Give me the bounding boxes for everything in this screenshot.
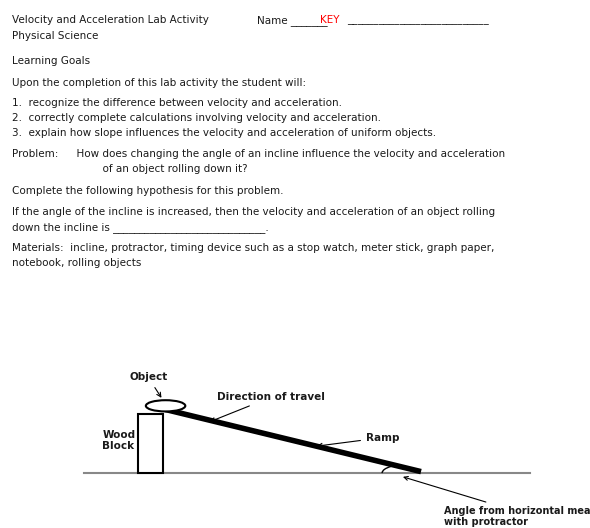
Text: down the incline is _____________________________.: down the incline is ____________________… xyxy=(12,222,268,233)
Text: If the angle of the incline is increased, then the velocity and acceleration of : If the angle of the incline is increased… xyxy=(12,207,495,216)
Text: Learning Goals: Learning Goals xyxy=(12,56,90,66)
Text: of an object rolling down it?: of an object rolling down it? xyxy=(70,165,247,174)
Text: Wood
Block: Wood Block xyxy=(102,430,136,451)
Text: Physical Science: Physical Science xyxy=(12,31,98,41)
Text: Upon the completion of this lab activity the student will:: Upon the completion of this lab activity… xyxy=(12,78,306,88)
Text: How does changing the angle of an incline influence the velocity and acceleratio: How does changing the angle of an inclin… xyxy=(70,149,505,159)
Text: notebook, rolling objects: notebook, rolling objects xyxy=(12,258,141,268)
Text: 3.  explain how slope influences the velocity and acceleration of uniform object: 3. explain how slope influences the velo… xyxy=(12,128,436,138)
Text: Angle from horizontal measured
with protractor: Angle from horizontal measured with prot… xyxy=(404,476,590,527)
Text: Name _______: Name _______ xyxy=(257,15,327,26)
Text: Object: Object xyxy=(129,372,168,397)
Text: Velocity and Acceleration Lab Activity: Velocity and Acceleration Lab Activity xyxy=(12,15,209,25)
Circle shape xyxy=(146,400,185,411)
Text: ___________________________: ___________________________ xyxy=(348,15,489,25)
Text: Direction of travel: Direction of travel xyxy=(211,392,325,422)
Text: Ramp: Ramp xyxy=(318,432,399,448)
Bar xyxy=(138,414,163,473)
Text: KEY: KEY xyxy=(320,15,340,25)
Text: 2.  correctly complete calculations involving velocity and acceleration.: 2. correctly complete calculations invol… xyxy=(12,114,381,123)
Text: Complete the following hypothesis for this problem.: Complete the following hypothesis for th… xyxy=(12,186,283,195)
Text: Materials:  incline, protractor, timing device such as a stop watch, meter stick: Materials: incline, protractor, timing d… xyxy=(12,243,494,253)
Text: Problem:: Problem: xyxy=(12,149,58,159)
Text: 1.  recognize the difference between velocity and acceleration.: 1. recognize the difference between velo… xyxy=(12,98,342,108)
